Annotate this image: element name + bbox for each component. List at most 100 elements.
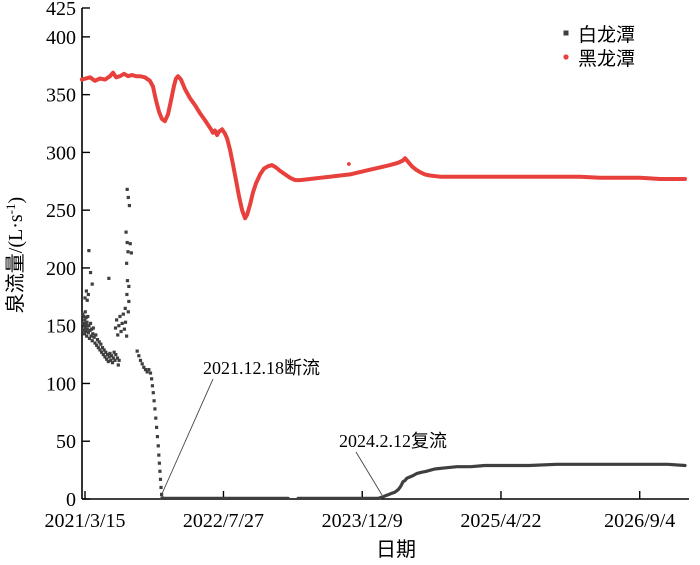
y-tick-label: 300 — [46, 142, 76, 164]
series-0-point — [84, 289, 88, 293]
series-0-point — [85, 298, 89, 302]
annotations: 2021.12.18断流 2024.2.12复流 — [160, 358, 447, 497]
series-0-point — [90, 282, 94, 286]
series-0-point — [137, 354, 141, 358]
series-0-point — [90, 339, 94, 343]
series-0-point — [92, 335, 96, 339]
series-0-point — [83, 310, 87, 314]
series-0-point — [87, 336, 92, 341]
series-0-point — [84, 316, 88, 320]
x-axis-title: 日期 — [376, 539, 416, 561]
series-0-point — [104, 350, 108, 354]
series-0-point — [85, 320, 89, 324]
series-0-point — [148, 371, 153, 375]
series-0-point — [125, 240, 129, 245]
legend: 白龙潭 黑龙潭 — [563, 24, 635, 70]
x-tick-label: 2026/9/4 — [604, 510, 675, 532]
series-0-point — [127, 299, 131, 304]
series-0-point — [100, 346, 105, 350]
series-0-point — [156, 444, 160, 448]
series-0-point — [82, 332, 87, 336]
series-0-point — [88, 321, 93, 325]
legend-item-bailongtan: 白龙潭 — [563, 24, 635, 46]
series-1-line — [79, 70, 687, 221]
series-0-point — [83, 296, 87, 300]
series-0-point — [159, 485, 163, 490]
legend-item-heilongtan: 黑龙潭 — [563, 48, 635, 70]
series-0-point — [125, 187, 129, 191]
series-0-point — [143, 368, 148, 372]
series-0-point — [127, 284, 131, 289]
y-tick-label: 250 — [46, 200, 76, 222]
series-0-point — [122, 327, 127, 331]
y-tick-label: 50 — [56, 431, 76, 453]
y-tick-label: 0 — [66, 489, 76, 511]
series-0-point — [101, 352, 105, 357]
series-0-point — [145, 370, 149, 374]
series-0-point — [126, 195, 130, 200]
series-0-point — [83, 318, 87, 322]
series-1-point — [347, 162, 351, 166]
series-0-point — [88, 270, 93, 275]
y-tick-label: 200 — [46, 258, 76, 280]
series-0-point — [115, 318, 119, 322]
series-0-point — [158, 469, 162, 473]
series-0-point — [106, 359, 110, 364]
series-0-point — [105, 352, 110, 357]
series-0-point — [98, 348, 102, 352]
series-0-point — [107, 276, 111, 280]
legend-marker-square-icon — [563, 30, 569, 36]
series-0-point — [86, 314, 90, 319]
series-0-point — [96, 346, 100, 350]
x-tick-label: 2022/7/27 — [183, 510, 264, 532]
series-0-point — [120, 321, 124, 325]
legend-label: 白龙潭 — [578, 24, 635, 46]
series-0-point — [150, 377, 154, 381]
x-tick-label: 2023/12/9 — [322, 510, 403, 532]
legend-marker-dot-icon — [563, 54, 569, 60]
y-tick-label: 100 — [46, 373, 76, 395]
series-0-point — [155, 435, 160, 439]
series-0-point — [153, 407, 157, 411]
series-0-point — [126, 250, 130, 254]
series-0-point — [121, 312, 125, 316]
annotation-leader-line — [160, 378, 214, 497]
y-axis-ticks: 0 50 100 150 200 250 300 350 400 425 — [46, 0, 90, 511]
series-0-point — [158, 477, 163, 481]
series-0-point — [105, 357, 109, 361]
x-tick-label: 2025/4/22 — [460, 510, 541, 532]
plot-series — [79, 70, 687, 500]
axes — [81, 8, 689, 500]
annotation-leader-line — [355, 451, 383, 496]
series-0-point — [95, 337, 100, 342]
x-axis-ticks: 2021/3/15 2022/7/27 2023/12/9 2025/4/22 2026… — [44, 491, 675, 532]
y-tick-label: 425 — [46, 0, 76, 20]
series-0-point — [127, 203, 131, 208]
series-0-point — [118, 314, 122, 319]
series-0-point — [81, 321, 85, 325]
series-0-point — [85, 327, 89, 331]
series-0-point — [93, 341, 97, 345]
series-0-point — [115, 356, 120, 360]
series-0-point — [119, 329, 123, 334]
series-0-point — [154, 425, 159, 429]
annotation-label: 2024.2.12复流 — [339, 431, 447, 451]
y-axis-title: 泉流量/(L·s-1) — [3, 197, 27, 313]
y-axis-title-main: 泉流量/(L·s — [4, 214, 27, 313]
series-0-point — [91, 326, 95, 330]
series-0-point — [110, 354, 114, 358]
series-0-point — [129, 251, 133, 255]
y-tick-label: 150 — [46, 316, 76, 338]
y-tick-label: 350 — [46, 85, 76, 107]
series-0-point — [114, 352, 118, 357]
series-0-point — [109, 358, 113, 362]
series-0-point — [113, 358, 117, 362]
series-0-point — [88, 328, 92, 332]
series-0-point — [82, 314, 86, 319]
series-0-point — [97, 340, 101, 344]
series-0-point — [125, 261, 129, 265]
series-0-point — [94, 333, 98, 337]
series-0-point — [150, 384, 155, 388]
